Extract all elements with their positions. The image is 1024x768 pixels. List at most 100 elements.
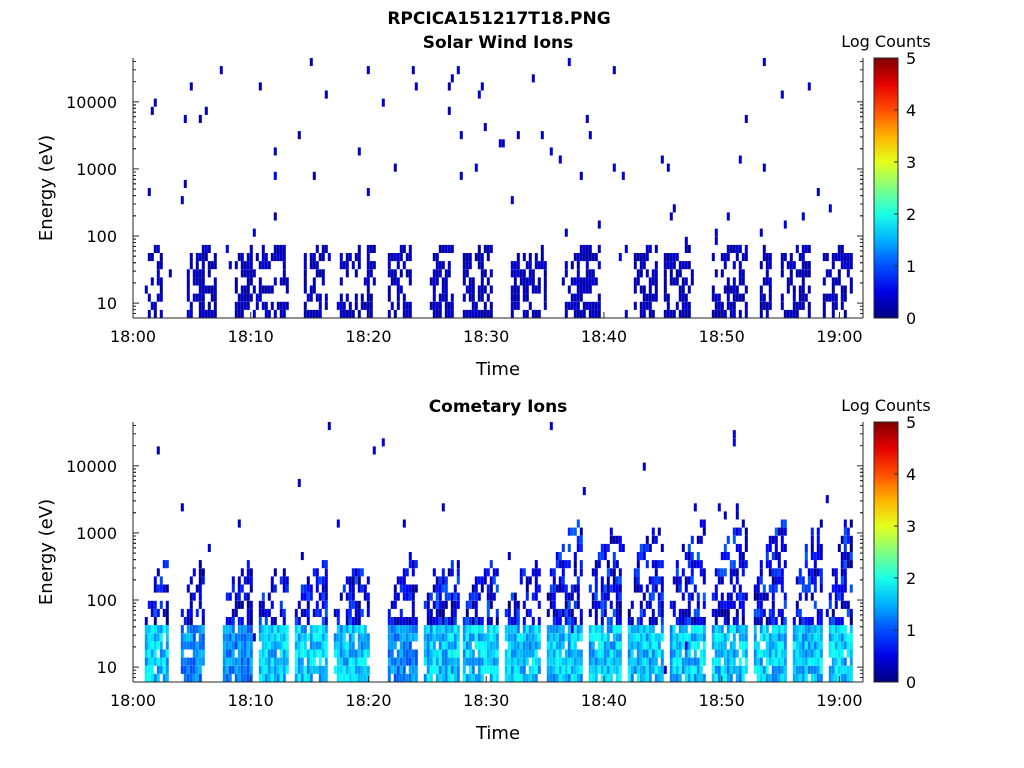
heatmap-cell (153, 244, 157, 253)
heatmap-cell (483, 641, 487, 650)
heatmap-cell (813, 673, 817, 682)
heatmap-cell (549, 592, 553, 601)
heatmap-cell (591, 641, 595, 650)
heatmap-cell (468, 633, 472, 642)
heatmap-cell (654, 277, 658, 286)
heatmap-cell (576, 293, 580, 302)
heatmap-cell (267, 649, 271, 658)
heatmap-cell (549, 649, 553, 658)
heatmap-cell (318, 665, 322, 674)
heatmap-cell (507, 633, 511, 642)
heatmap-cell (846, 253, 850, 262)
heatmap-cell (594, 633, 598, 642)
heatmap-cell (234, 600, 238, 609)
heatmap-cell (267, 633, 271, 642)
heatmap-cell (306, 584, 310, 593)
heatmap-cell (576, 301, 580, 310)
heatmap-cell (723, 253, 727, 262)
colorbar-tick-label: 4 (906, 465, 916, 484)
heatmap-cell (732, 641, 736, 650)
heatmap-cell (447, 269, 451, 278)
heatmap-cell (483, 285, 487, 294)
heatmap-cell (507, 641, 511, 650)
heatmap-cell (819, 625, 823, 634)
heatmap-cell (804, 633, 808, 642)
heatmap-cell (519, 641, 523, 650)
heatmap-cell (720, 673, 724, 682)
heatmap-cell (594, 608, 598, 617)
heatmap-cell (411, 649, 415, 658)
heatmap-cell (156, 665, 160, 674)
heatmap-cell (345, 261, 349, 270)
heatmap-cell (744, 244, 748, 253)
heatmap-cell (486, 568, 490, 577)
heatmap-cell (723, 665, 727, 674)
heatmap-cell (666, 309, 670, 318)
heatmap-cell (198, 568, 202, 577)
heatmap-cell (282, 617, 286, 626)
heatmap-cell (264, 309, 268, 318)
heatmap-cell (267, 309, 271, 318)
heatmap-cell (441, 625, 445, 634)
heatmap-cell (843, 600, 847, 609)
heatmap-cell (285, 665, 289, 674)
heatmap-cell (762, 293, 766, 302)
heatmap-cell (282, 641, 286, 650)
heatmap-cell (531, 641, 535, 650)
heatmap-cell (636, 560, 640, 569)
heatmap-cell (240, 633, 244, 642)
heatmap-cell (570, 673, 574, 682)
heatmap-cell (801, 261, 805, 270)
heatmap-cell (354, 600, 358, 609)
x-tick-label: 18:30 (463, 327, 509, 346)
heatmap-cell (570, 261, 574, 270)
heatmap-cell (843, 253, 847, 262)
heatmap-cell (225, 617, 229, 626)
heatmap-cell (546, 633, 550, 642)
heatmap-cell (201, 277, 205, 286)
heatmap-cell (237, 600, 241, 609)
heatmap-cell (426, 625, 430, 634)
heatmap-cell (273, 309, 277, 318)
heatmap-cell (567, 617, 571, 626)
heatmap-cell (837, 253, 841, 262)
heatmap-cell (792, 657, 796, 666)
heatmap-cell (717, 293, 721, 302)
heatmap-cell (564, 657, 568, 666)
heatmap-cell (825, 269, 829, 278)
heatmap-cell (279, 309, 283, 318)
heatmap-cell (210, 309, 214, 318)
heatmap-cell (489, 269, 493, 278)
heatmap-cell (189, 309, 193, 318)
heatmap-cell (150, 657, 154, 666)
heatmap-cell (435, 309, 439, 318)
heatmap-cell (144, 641, 148, 650)
heatmap-cell (675, 269, 679, 278)
heatmap-cell (363, 665, 367, 674)
heatmap-cell (462, 269, 466, 278)
heatmap-cell (660, 576, 664, 585)
heatmap-cell (570, 301, 574, 310)
heatmap-cell (762, 584, 766, 593)
heatmap-cell (231, 633, 235, 642)
heatmap-cell (576, 633, 580, 642)
heatmap-cell (849, 584, 853, 593)
heatmap-cell (549, 147, 553, 156)
heatmap-cell (702, 600, 706, 609)
heatmap-cell (567, 600, 571, 609)
heatmap-cell (723, 600, 727, 609)
heatmap-cell (321, 560, 325, 569)
heatmap-cell (780, 269, 784, 278)
heatmap-cell (684, 576, 688, 585)
heatmap-cell (366, 608, 370, 617)
heatmap-cell (798, 673, 802, 682)
heatmap-cell (726, 617, 730, 626)
heatmap-cell (453, 608, 457, 617)
heatmap-cell (645, 269, 649, 278)
heatmap-cell (180, 649, 184, 658)
heatmap-cell (555, 617, 559, 626)
heatmap-cell (819, 633, 823, 642)
heatmap-cell (441, 285, 445, 294)
heatmap-cell (810, 665, 814, 674)
heatmap-cell (684, 301, 688, 310)
